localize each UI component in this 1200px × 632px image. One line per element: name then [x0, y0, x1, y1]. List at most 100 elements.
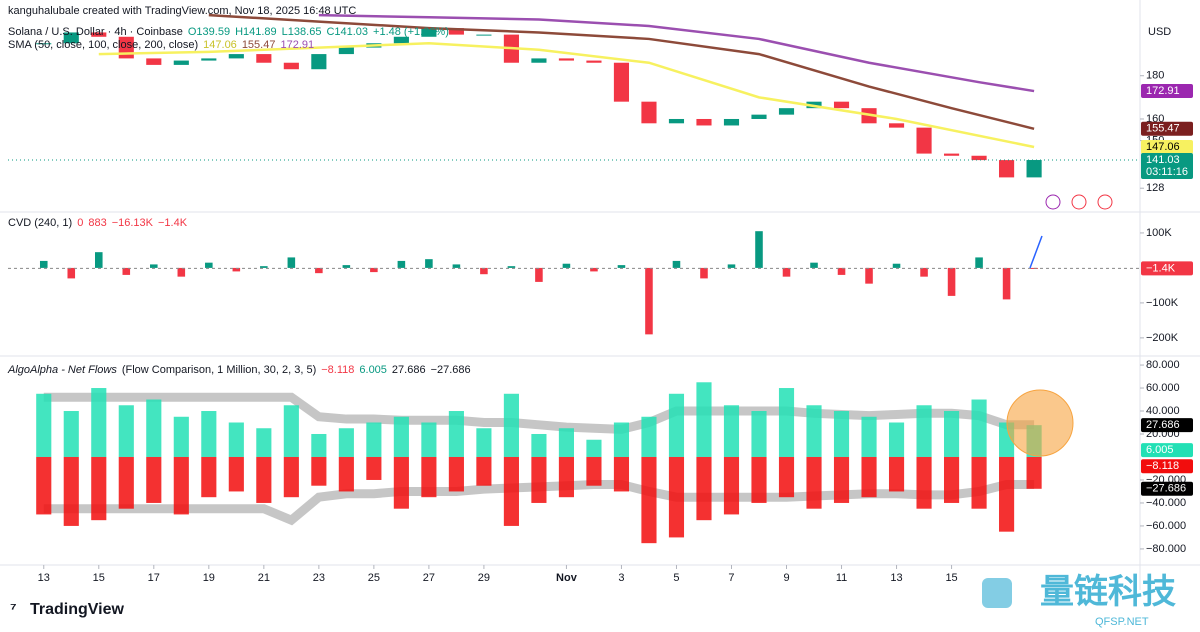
brand: TradingView: [30, 601, 125, 618]
sma-value: 147.06: [203, 39, 237, 51]
bar: [448, 411, 464, 457]
cvd-value: 883: [88, 217, 107, 229]
bar: [201, 456, 217, 498]
y-tick-label: 128: [1146, 182, 1164, 194]
bar: [916, 405, 932, 457]
bar: [177, 267, 186, 277]
x-tick-label: 21: [258, 572, 270, 584]
candle: [999, 160, 1015, 178]
candle: [421, 28, 437, 37]
bar: [425, 259, 433, 268]
bar: [228, 422, 244, 457]
band: [43, 392, 1035, 434]
candle: [338, 47, 354, 55]
y-tick-label: −60.000: [1146, 520, 1186, 532]
x-tick-label: Nov: [556, 572, 578, 584]
bar: [892, 263, 901, 268]
bar: [342, 265, 351, 268]
sma-line: [208, 13, 1035, 130]
candle: [778, 108, 795, 115]
bar: [63, 411, 79, 457]
bar: [476, 456, 492, 486]
x-tick-label: 15: [93, 572, 105, 584]
y-tick-label: −80.000: [1146, 543, 1186, 555]
bar: [311, 433, 327, 457]
nf-legend: AlgoAlpha - Net Flows (Flow Comparison, 1…: [8, 364, 476, 376]
bar: [613, 456, 630, 492]
bar: [507, 266, 516, 268]
bar: [888, 456, 905, 492]
bar: [865, 267, 873, 284]
candle: [723, 118, 740, 126]
x-tick-label: 23: [313, 572, 325, 584]
highlight: [1006, 389, 1074, 457]
nf-value: −8.118: [321, 364, 355, 376]
bar: [1026, 456, 1042, 489]
x-tick-label: 13: [38, 572, 50, 584]
candle: [833, 101, 850, 109]
candle: [668, 118, 685, 124]
symbol-line: Solana / U.S. Dollar · 4h · Coinbase O139…: [8, 26, 454, 38]
candle: [91, 32, 107, 37]
plot: 128150160180131517192123252729Nov3579111…: [8, 13, 1193, 584]
badge-label: 6.005: [1146, 444, 1174, 456]
bar: [448, 456, 464, 492]
bar: [672, 260, 681, 268]
bar: [723, 456, 740, 515]
y-tick-label: 40.000: [1146, 405, 1180, 417]
bar: [837, 267, 846, 275]
nf-value: 6.005: [359, 364, 387, 376]
bar: [999, 456, 1015, 532]
annotation-line: [1029, 235, 1043, 269]
bar: [700, 267, 708, 279]
bar: [118, 405, 134, 457]
bar: [393, 416, 409, 457]
candle: [476, 34, 492, 36]
bar: [947, 267, 956, 296]
badge-label: 172.91: [1146, 85, 1180, 97]
bar: [558, 428, 574, 457]
bar: [503, 393, 519, 457]
bar: [315, 267, 323, 274]
bar: [421, 456, 437, 498]
candle: [751, 114, 767, 119]
sma-value: 172.91: [280, 39, 315, 51]
candle: [173, 60, 189, 65]
badge-label: 27.686: [1146, 419, 1180, 431]
bar: [256, 456, 272, 503]
bar: [590, 267, 598, 272]
nf-value: −27.686: [430, 364, 471, 376]
candle: [558, 58, 574, 61]
x-tick-label: 15: [945, 572, 957, 584]
bar: [338, 428, 354, 457]
bar: [94, 252, 103, 268]
bar: [531, 433, 547, 457]
candle: [393, 36, 409, 44]
bar: [943, 411, 960, 457]
bar: [861, 416, 877, 457]
x-tick-label: 29: [478, 572, 490, 584]
candle: [586, 60, 602, 63]
bar: [778, 456, 795, 498]
badge-label: 147.06: [1146, 141, 1180, 153]
bar: [586, 439, 602, 457]
bar: [36, 456, 52, 515]
bar: [173, 416, 189, 457]
bar: [476, 428, 492, 457]
bar: [256, 428, 272, 457]
bar: [920, 267, 928, 277]
candle: [971, 155, 987, 161]
sma-line: [98, 42, 1035, 149]
bar: [91, 456, 107, 521]
badge: [1141, 139, 1193, 154]
badge: [1141, 84, 1193, 99]
bar: [503, 456, 519, 526]
cvd-value: −1.4K: [157, 217, 188, 229]
bar: [696, 456, 712, 521]
bar: [146, 399, 162, 457]
candle: [696, 118, 712, 126]
bar: [943, 456, 960, 503]
bar: [228, 456, 244, 492]
x-tick-label: 27: [423, 572, 435, 584]
